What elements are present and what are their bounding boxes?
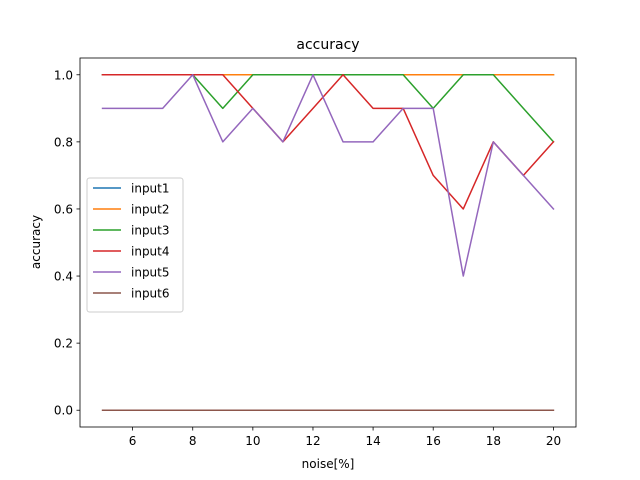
series-line-input5 [101, 74, 555, 277]
y-tick-label: 0.4 [54, 270, 73, 284]
x-tick-label: 16 [426, 434, 441, 448]
legend-label-input1: input1 [131, 182, 170, 196]
legend-label-input5: input5 [131, 266, 170, 280]
legend-label-input2: input2 [131, 203, 170, 217]
y-tick-label: 0.0 [54, 404, 73, 418]
legend-box [86, 177, 184, 313]
x-tick-label: 14 [365, 434, 380, 448]
legend-label-input3: input3 [131, 224, 170, 238]
x-tick-label: 20 [546, 434, 561, 448]
x-tick-label: 8 [189, 434, 197, 448]
y-tick-label: 0.2 [54, 337, 73, 351]
x-tick-label: 6 [129, 434, 137, 448]
x-tick-label: 12 [305, 434, 320, 448]
y-tick-label: 1.0 [54, 68, 73, 82]
legend: input1 input2 input3 input4 input5 input6 [86, 177, 184, 313]
x-tick-label: 18 [486, 434, 501, 448]
legend-label-input4: input4 [131, 245, 170, 259]
y-axis-label: accuracy [29, 215, 43, 269]
x-tick-label: 10 [245, 434, 260, 448]
legend-label-input6: input6 [131, 287, 170, 301]
y-axis-ticks: 0.0 0.2 0.4 0.6 0.8 1.0 [54, 68, 80, 418]
plot-area [79, 57, 577, 428]
axes-frame [79, 57, 577, 428]
chart-title: accuracy [296, 37, 359, 53]
x-axis-ticks: 6 8 10 12 14 16 18 20 [129, 427, 561, 448]
y-tick-label: 0.8 [54, 135, 73, 149]
y-tick-label: 0.6 [54, 202, 73, 216]
x-axis-label: noise[%] [302, 457, 355, 471]
series-line-input4 [101, 74, 555, 210]
